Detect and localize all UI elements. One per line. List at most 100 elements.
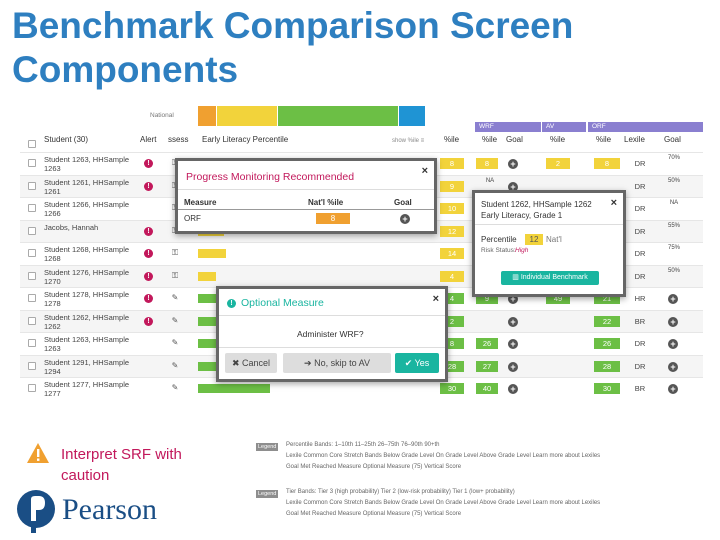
legend-tag: Legend bbox=[256, 490, 279, 498]
alert-icon[interactable]: ! bbox=[144, 226, 153, 236]
natl-value: 8 bbox=[316, 213, 350, 224]
edit-icon[interactable]: ✎ bbox=[171, 338, 179, 347]
row-checkbox[interactable] bbox=[28, 361, 36, 370]
yes-button[interactable]: ✔ Yes bbox=[395, 353, 439, 373]
group-av: AV bbox=[542, 122, 586, 132]
add-goal-icon[interactable]: + bbox=[668, 294, 678, 304]
alert-icon[interactable]: ! bbox=[144, 159, 153, 168]
orf-cell: 8 bbox=[594, 158, 620, 169]
table-row[interactable]: Student 1278, HHSample 1278! ✎ 4 9 +49 21 HR + bbox=[20, 287, 703, 309]
lexile-value: DR bbox=[634, 361, 646, 371]
alert-icon[interactable]: ! bbox=[144, 271, 153, 281]
row-checkbox[interactable] bbox=[28, 316, 36, 325]
wrf-cell: 9 bbox=[476, 293, 498, 304]
orf-cell: 30 bbox=[594, 383, 620, 394]
student-name[interactable]: Student 1278, HHSample 1278 bbox=[44, 290, 130, 308]
row-checkbox[interactable] bbox=[28, 271, 36, 280]
student-name[interactable]: Student 1268, HHSample 1268 bbox=[44, 245, 130, 263]
edit-icon[interactable]: ✎ bbox=[171, 293, 179, 302]
lexile-value: DR bbox=[634, 204, 646, 213]
edit-icon[interactable]: ✎ bbox=[171, 360, 179, 370]
student-name[interactable]: Jacobs, Hannah bbox=[44, 222, 99, 232]
add-wrf-icon[interactable]: + bbox=[508, 181, 518, 192]
add-wrf-icon[interactable]: + bbox=[508, 384, 518, 394]
student-name[interactable]: Student 1277, HHSample 1277 bbox=[44, 380, 130, 398]
row-checkbox[interactable] bbox=[28, 339, 36, 347]
student-name[interactable]: Student 1263, HHSample 1263 bbox=[44, 335, 130, 353]
student-popup: Student 1262, HHSample 1262 Early Litera… bbox=[472, 190, 626, 297]
add-wrf-icon[interactable]: + bbox=[508, 294, 518, 304]
add-goal-icon[interactable]: + bbox=[400, 214, 410, 224]
percentile-bar bbox=[198, 294, 228, 303]
col-orf-pct: %ile bbox=[596, 135, 612, 144]
lock-icon[interactable]: ⚿ bbox=[171, 248, 179, 257]
alert-icon[interactable]: ! bbox=[144, 181, 153, 191]
edit-icon[interactable]: ✎ bbox=[171, 315, 179, 325]
progress-modal-title: Progress Monitoring Recommended bbox=[186, 171, 355, 183]
legend-line: Lexile Common Core Stretch Bands Below G… bbox=[286, 453, 601, 459]
percentile-cell: 10 bbox=[440, 203, 464, 214]
percentile-bar bbox=[198, 316, 220, 326]
student-name[interactable]: Student 1261, HHSample 1261 bbox=[44, 177, 130, 196]
optional-measure-modal: ! Optional Measure × Administer WRF? ✖ C… bbox=[216, 286, 448, 382]
percentile-cell: 9 bbox=[440, 180, 464, 192]
col-wrf-goal: Goal bbox=[506, 135, 523, 144]
risk-label: Risk Status: bbox=[481, 247, 516, 254]
add-wrf-icon[interactable]: + bbox=[508, 361, 518, 372]
skip-button[interactable]: ➔ No, skip to AV bbox=[283, 353, 391, 373]
add-goal-icon[interactable]: + bbox=[668, 339, 678, 349]
student-name[interactable]: Student 1262, HHSample 1262 bbox=[44, 312, 130, 331]
warning-icon bbox=[27, 443, 49, 463]
individual-benchmark-button[interactable]: ▥ Individual Benchmark bbox=[501, 271, 599, 285]
col-early-literacy[interactable]: Early Literacy Percentile bbox=[202, 135, 289, 144]
add-goal-icon[interactable]: + bbox=[668, 361, 678, 372]
row-checkbox[interactable] bbox=[28, 294, 36, 302]
progress-monitoring-modal: Progress Monitoring Recommended × Measur… bbox=[175, 158, 437, 234]
slide-title: Benchmark Comparison Screen Components bbox=[12, 5, 574, 90]
col-assess[interactable]: ssess bbox=[168, 135, 189, 144]
col-alert[interactable]: Alert bbox=[140, 135, 157, 144]
add-wrf-icon[interactable]: + bbox=[508, 339, 518, 349]
row-checkbox[interactable] bbox=[28, 384, 36, 392]
col-student[interactable]: Student (30) bbox=[44, 135, 89, 144]
show-percentile-toggle[interactable]: show %ile ≡ bbox=[392, 138, 425, 144]
student-name[interactable]: Student 1291, HHSample 1294 bbox=[44, 357, 130, 376]
select-all-checkbox[interactable] bbox=[28, 140, 36, 148]
cancel-button[interactable]: ✖ Cancel bbox=[225, 353, 277, 373]
lexile-value: DR bbox=[634, 249, 646, 258]
close-icon[interactable]: × bbox=[421, 165, 428, 177]
info-icon: ! bbox=[227, 299, 236, 308]
row-checkbox[interactable] bbox=[28, 249, 36, 257]
national-percentile-bar: National bbox=[20, 104, 440, 126]
add-goal-icon[interactable]: + bbox=[668, 384, 678, 394]
percentile-cell: 30 bbox=[440, 383, 464, 394]
alert-icon[interactable]: ! bbox=[144, 316, 153, 326]
row-checkbox[interactable] bbox=[28, 204, 36, 212]
wrf-cell: 8 bbox=[476, 158, 498, 169]
band-yellow bbox=[217, 106, 277, 126]
student-name[interactable]: Student 1276, HHSample 1270 bbox=[44, 267, 130, 286]
percentile-value: 12 bbox=[525, 234, 543, 245]
skip-label: No, skip to AV bbox=[314, 358, 370, 368]
student-name[interactable]: Student 1266, HHSample 1266 bbox=[44, 200, 130, 218]
add-goal-icon[interactable]: + bbox=[668, 316, 678, 327]
legend-line: Percentile Bands: 1–10th 11–25th 26–75th… bbox=[286, 442, 440, 448]
lock-icon[interactable]: ⚿ bbox=[171, 270, 179, 280]
wrf-cell: 40 bbox=[476, 383, 498, 394]
row-checkbox[interactable] bbox=[28, 181, 36, 190]
add-wrf-icon[interactable]: + bbox=[508, 316, 518, 327]
edit-icon[interactable]: ✎ bbox=[171, 383, 179, 392]
row-checkbox[interactable] bbox=[28, 159, 36, 167]
lexile-value: DR bbox=[634, 181, 646, 191]
alert-icon[interactable]: ! bbox=[144, 294, 153, 303]
student-name[interactable]: Student 1263, HHSample 1263 bbox=[44, 155, 130, 173]
close-icon[interactable]: × bbox=[610, 197, 617, 209]
row-checkbox[interactable] bbox=[28, 226, 36, 235]
wrf-na: NA bbox=[485, 177, 495, 184]
close-icon[interactable]: × bbox=[432, 293, 439, 305]
optional-modal-title: Optional Measure bbox=[241, 297, 324, 309]
add-wrf-icon[interactable]: + bbox=[508, 159, 518, 169]
lexile-value: DR bbox=[634, 339, 646, 348]
divider bbox=[178, 209, 434, 210]
alert-icon[interactable]: ! bbox=[144, 249, 153, 258]
